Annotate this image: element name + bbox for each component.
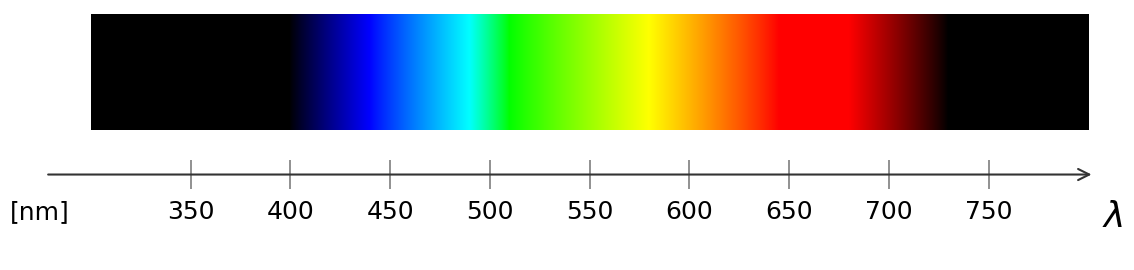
Text: λ: λ [1105, 200, 1125, 234]
Text: 700: 700 [865, 200, 913, 224]
Text: 500: 500 [466, 200, 514, 224]
Text: 650: 650 [765, 200, 813, 224]
Text: 750: 750 [965, 200, 1013, 224]
Text: 600: 600 [666, 200, 713, 224]
Text: [nm]: [nm] [10, 200, 69, 224]
Text: 450: 450 [366, 200, 414, 224]
Text: 400: 400 [266, 200, 314, 224]
Text: 550: 550 [566, 200, 613, 224]
Text: 350: 350 [167, 200, 214, 224]
